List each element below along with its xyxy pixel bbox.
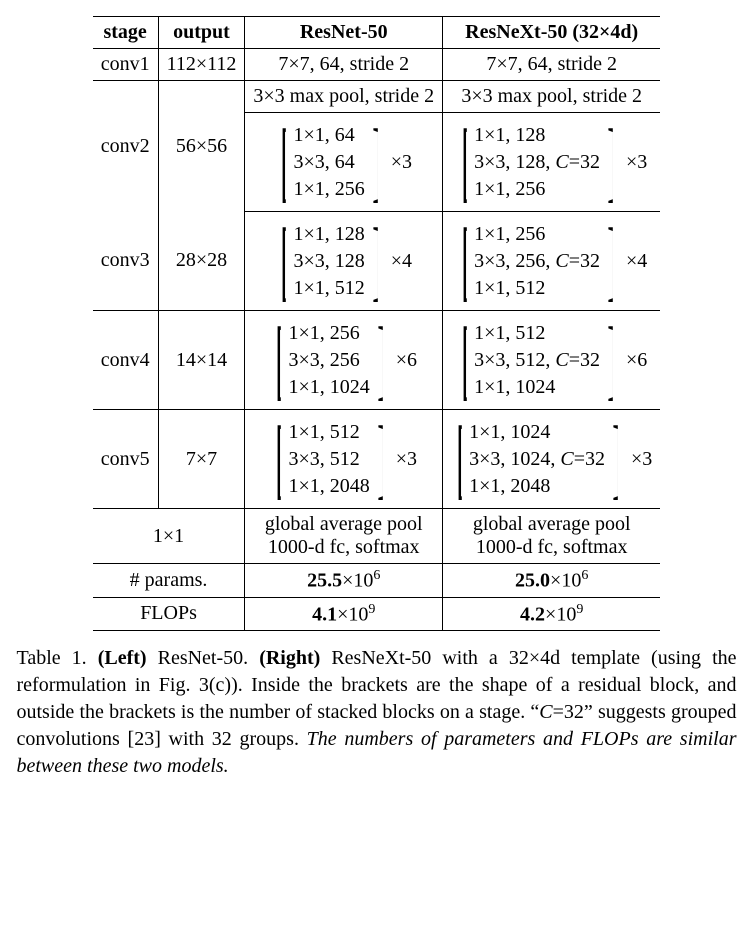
- conv4-resnext-mult: ×6: [624, 349, 647, 372]
- conv3-resnet-cell: [ 1×1, 128 3×3, 128 1×1, 512 ] ×4: [245, 212, 443, 311]
- row-conv3: conv3 28×28 [ 1×1, 128 3×3, 128 1×1, 512…: [93, 212, 661, 311]
- conv5-resnet-mult: ×3: [394, 448, 417, 471]
- conv2-stage: conv2: [93, 81, 158, 212]
- gap-resnext-a: global average pool: [451, 513, 652, 536]
- conv5-resnet-cell: [ 1×1, 512 3×3, 512 1×1, 2048 ] ×3: [245, 410, 443, 509]
- gap-resnet-b: 1000-d fc, softmax: [253, 536, 434, 559]
- params-resnext: 25.0×106: [443, 564, 661, 598]
- conv3-stage: conv3: [93, 212, 158, 311]
- gap-resnet-a: global average pool: [253, 513, 434, 536]
- conv4-stage: conv4: [93, 311, 158, 410]
- conv2-resnext-mult: ×3: [624, 151, 647, 174]
- conv4-resnet-l3: 1×1, 1024: [288, 376, 369, 399]
- conv1-resnet: 7×7, 64, stride 2: [245, 49, 443, 81]
- conv1-output: 112×112: [158, 49, 245, 81]
- conv5-stage: conv5: [93, 410, 158, 509]
- params-label: # params.: [93, 564, 245, 598]
- header-resnet: ResNet-50: [245, 17, 443, 49]
- gap-resnext: global average pool 1000-d fc, softmax: [443, 509, 661, 564]
- flops-resnet: 4.1×109: [245, 597, 443, 631]
- conv4-resnext-l2: 3×3, 512, C=32: [474, 349, 600, 372]
- conv2-resnet-l1: 1×1, 64: [293, 124, 354, 147]
- conv1-stage: conv1: [93, 49, 158, 81]
- header-stage: stage: [93, 17, 158, 49]
- caption-left-text: ResNet-50.: [147, 647, 260, 669]
- conv4-resnet-l2: 3×3, 256: [288, 349, 359, 372]
- conv4-output: 14×14: [158, 311, 245, 410]
- conv4-resnext-cell: [ 1×1, 512 3×3, 512, C=32 1×1, 1024 ] ×6: [443, 311, 661, 410]
- conv3-resnet-l3: 1×1, 512: [293, 277, 364, 300]
- gap-resnext-b: 1000-d fc, softmax: [451, 536, 652, 559]
- conv5-resnet-l3: 1×1, 2048: [288, 475, 369, 498]
- conv5-resnext-mult: ×3: [629, 448, 652, 471]
- conv2-resnext-l1: 1×1, 128: [474, 124, 545, 147]
- conv5-resnext-l3: 1×1, 2048: [469, 475, 550, 498]
- row-flops: FLOPs 4.1×109 4.2×109: [93, 597, 661, 631]
- conv2-resnext-l3: 1×1, 256: [474, 178, 545, 201]
- conv2-resnet-l3: 1×1, 256: [293, 178, 364, 201]
- conv5-output: 7×7: [158, 410, 245, 509]
- conv3-resnet-l1: 1×1, 128: [293, 223, 364, 246]
- conv2-output: 56×56: [158, 81, 245, 212]
- conv3-resnet-l2: 3×3, 128: [293, 250, 364, 273]
- conv3-resnext-l1: 1×1, 256: [474, 223, 545, 246]
- conv2-resnet-mult: ×3: [389, 151, 412, 174]
- conv5-resnext-l1: 1×1, 1024: [469, 421, 550, 444]
- conv4-resnet-mult: ×6: [394, 349, 417, 372]
- row-gap: 1×1 global average pool 1000-d fc, softm…: [93, 509, 661, 564]
- conv2-resnet-l2: 3×3, 64: [293, 151, 354, 174]
- conv2-resnext-cell: [ 1×1, 128 3×3, 128, C=32 1×1, 256 ] ×3: [443, 113, 661, 212]
- caption-right-label: (Right): [259, 647, 320, 669]
- architecture-table: stage output ResNet-50 ResNeXt-50 (32×4d…: [93, 16, 661, 631]
- conv5-resnext-cell: [ 1×1, 1024 3×3, 1024, C=32 1×1, 2048 ] …: [443, 410, 661, 509]
- params-resnet: 25.5×106: [245, 564, 443, 598]
- header-output: output: [158, 17, 245, 49]
- conv5-resnext-l2: 3×3, 1024, C=32: [469, 448, 605, 471]
- caption-left-label: (Left): [98, 647, 147, 669]
- caption-lead: Table 1.: [17, 647, 87, 669]
- row-conv4: conv4 14×14 [ 1×1, 256 3×3, 256 1×1, 102…: [93, 311, 661, 410]
- flops-resnext: 4.2×109: [443, 597, 661, 631]
- gap-resnet: global average pool 1000-d fc, softmax: [245, 509, 443, 564]
- row-params: # params. 25.5×106 25.0×106: [93, 564, 661, 598]
- pool-resnext: 3×3 max pool, stride 2: [443, 81, 661, 113]
- row-conv1: conv1 112×112 7×7, 64, stride 2 7×7, 64,…: [93, 49, 661, 81]
- conv4-resnet-l1: 1×1, 256: [288, 322, 359, 345]
- header-resnext: ResNeXt-50 (32×4d): [443, 17, 661, 49]
- conv5-resnet-l2: 3×3, 512: [288, 448, 359, 471]
- conv3-resnext-l2: 3×3, 256, C=32: [474, 250, 600, 273]
- caption-c-label: C: [539, 701, 552, 723]
- conv3-resnext-l3: 1×1, 512: [474, 277, 545, 300]
- flops-label: FLOPs: [93, 597, 245, 631]
- conv4-resnext-l1: 1×1, 512: [474, 322, 545, 345]
- table-caption: Table 1. (Left) ResNet-50. (Right) ResNe…: [17, 645, 737, 780]
- conv2-resnet-cell: [ 1×1, 64 3×3, 64 1×1, 256 ] ×3: [245, 113, 443, 212]
- row-pool: conv2 56×56 3×3 max pool, stride 2 3×3 m…: [93, 81, 661, 113]
- header-row: stage output ResNet-50 ResNeXt-50 (32×4d…: [93, 17, 661, 49]
- gap-output: 1×1: [93, 509, 245, 564]
- conv3-resnet-mult: ×4: [389, 250, 412, 273]
- conv4-resnext-l3: 1×1, 1024: [474, 376, 555, 399]
- row-conv5: conv5 7×7 [ 1×1, 512 3×3, 512 1×1, 2048 …: [93, 410, 661, 509]
- conv3-resnext-mult: ×4: [624, 250, 647, 273]
- conv3-resnext-cell: [ 1×1, 256 3×3, 256, C=32 1×1, 512 ] ×4: [443, 212, 661, 311]
- conv3-output: 28×28: [158, 212, 245, 311]
- conv1-resnext: 7×7, 64, stride 2: [443, 49, 661, 81]
- conv4-resnet-cell: [ 1×1, 256 3×3, 256 1×1, 1024 ] ×6: [245, 311, 443, 410]
- conv2-resnext-l2: 3×3, 128, C=32: [474, 151, 600, 174]
- pool-resnet: 3×3 max pool, stride 2: [245, 81, 443, 113]
- conv5-resnet-l1: 1×1, 512: [288, 421, 359, 444]
